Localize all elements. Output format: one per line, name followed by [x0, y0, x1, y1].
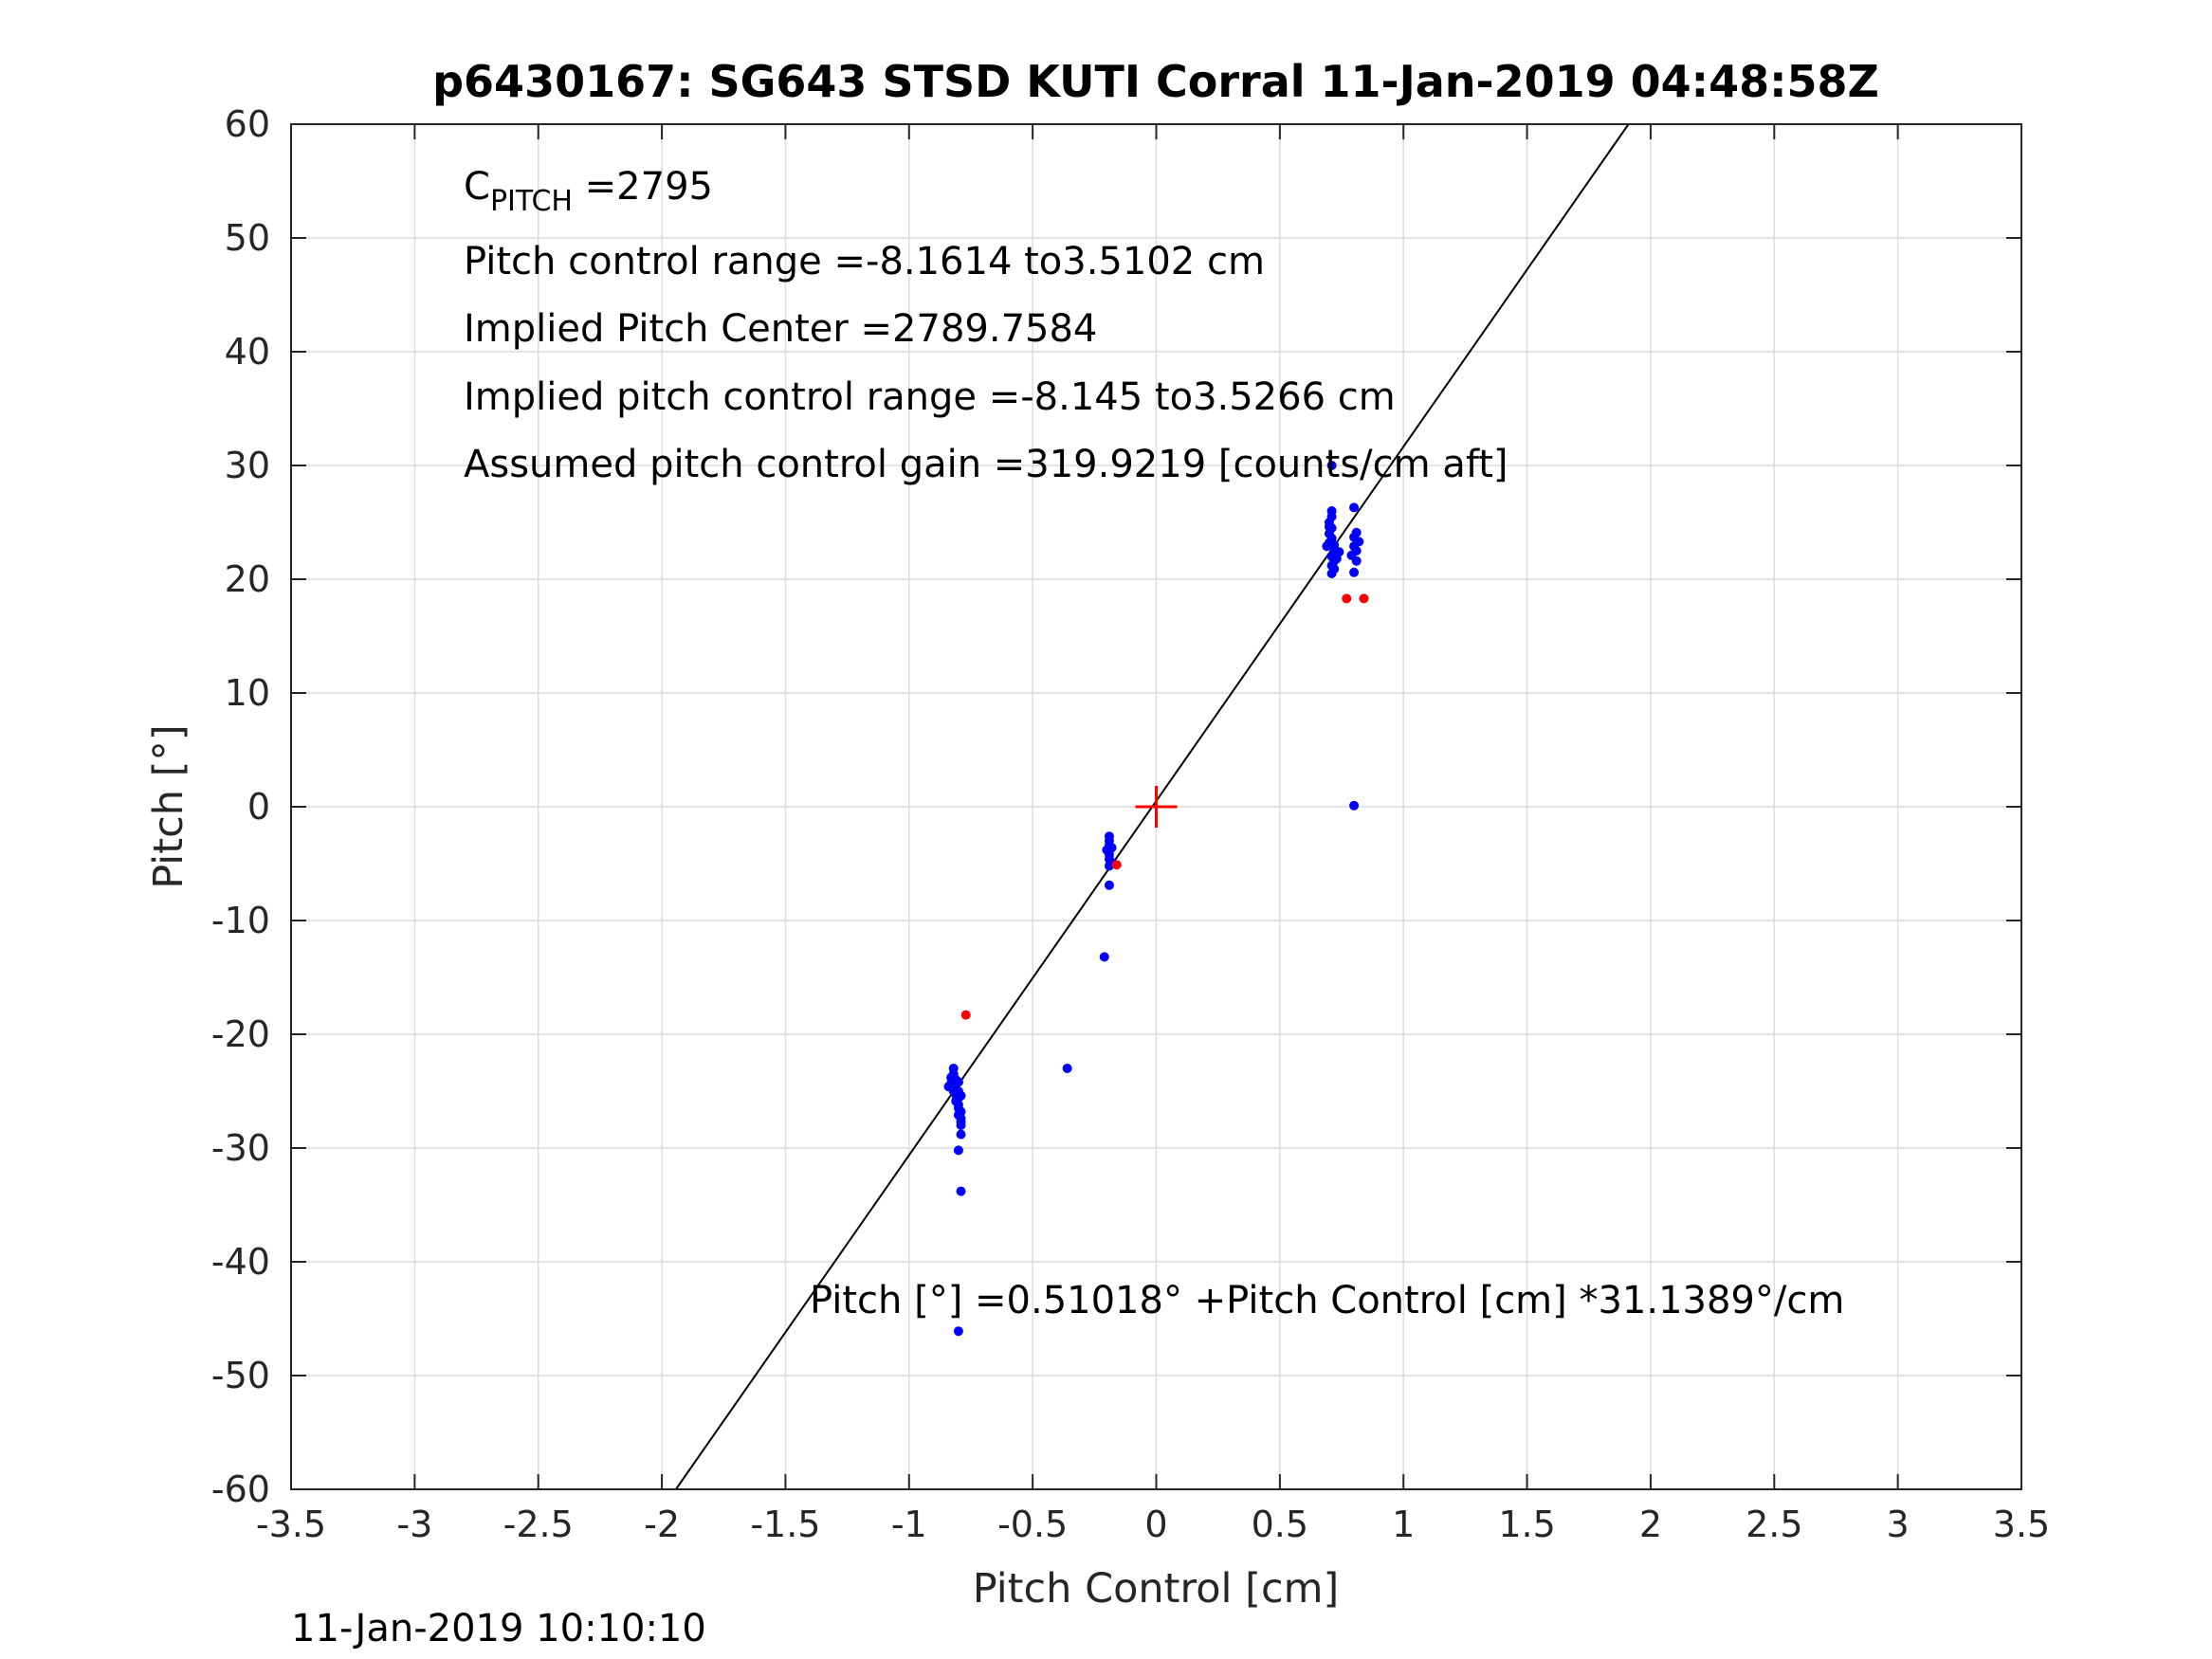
data-point	[953, 1326, 963, 1337]
y-axis-label: Pitch [°]	[145, 724, 192, 888]
fit-equation-annotation: Pitch [°] =0.51018° +Pitch Control [cm] …	[810, 1279, 1844, 1322]
x-tick-label: 1	[1392, 1504, 1415, 1545]
data-point	[956, 1121, 966, 1130]
y-tick-label: -50	[211, 1355, 270, 1396]
data-point	[956, 1186, 966, 1196]
data-point	[1342, 593, 1352, 604]
x-tick-label: 3	[1887, 1504, 1910, 1545]
x-tick-label: 3.5	[1993, 1504, 2050, 1545]
data-point	[1326, 569, 1337, 578]
data-point	[1349, 502, 1360, 513]
data-point	[948, 1086, 959, 1096]
data-points	[943, 461, 1369, 1337]
x-tick-label: 1.5	[1498, 1504, 1555, 1545]
data-point	[946, 1072, 957, 1083]
y-tick-labels: 60 50 40 30 20 10 0 -10 -20 -30 -40 -50 -60	[211, 103, 270, 1510]
x-tick-labels: -3.5 -3 -2.5 -2 -1.5 -1 -0.5 0 0.5 1 1.5 2 2.5 3 3.5	[256, 1504, 2050, 1545]
data-point	[1349, 800, 1360, 811]
data-point	[960, 1010, 971, 1020]
x-tick-label: -1.5	[750, 1504, 820, 1545]
chart-title: p6430167: SG643 STSD KUTI Corral 11-Jan-…	[432, 56, 1879, 107]
y-tick-label: 10	[225, 672, 270, 714]
x-tick-label: -2	[644, 1504, 680, 1545]
data-point	[1104, 861, 1114, 871]
y-tick-label: 0	[247, 786, 270, 828]
x-tick-label: 0	[1144, 1504, 1167, 1545]
x-tick-label: -0.5	[997, 1504, 1068, 1545]
data-point	[1325, 521, 1334, 532]
y-tick-label: 40	[225, 331, 270, 373]
data-point	[1351, 556, 1362, 566]
x-tick-label: 0.5	[1252, 1504, 1308, 1545]
data-point	[1104, 880, 1114, 890]
center-marker-group	[1135, 786, 1178, 828]
y-tick-label: -60	[211, 1468, 270, 1510]
y-tick-label: 20	[225, 558, 270, 600]
c-pitch-main: C	[464, 165, 490, 209]
implied-range-annotation: Implied pitch control range =-8.145 to3.…	[464, 375, 1396, 419]
pitch-gain-annotation: Assumed pitch control gain =319.9219 [co…	[464, 443, 1508, 486]
data-point	[1349, 567, 1360, 577]
data-point	[1099, 952, 1109, 962]
implied-pitch-center-annotation: Implied Pitch Center =2789.7584	[464, 307, 1097, 351]
data-point	[956, 1129, 966, 1139]
x-tick-label: -3	[396, 1504, 432, 1545]
c-pitch-subscript: PITCH	[490, 185, 573, 218]
x-axis-label: Pitch Control [cm]	[973, 1565, 1340, 1613]
y-tick-label: -40	[211, 1241, 270, 1283]
data-point	[953, 1145, 963, 1156]
pitch-control-range-annotation: Pitch control range =-8.1614 to3.5102 cm	[464, 240, 1265, 283]
y-tick-label: 30	[225, 445, 270, 486]
x-tick-label: 2	[1639, 1504, 1662, 1545]
data-point	[1106, 843, 1117, 853]
data-point	[1322, 541, 1332, 552]
y-tick-label: 50	[225, 217, 270, 259]
c-pitch-annotation: CPITCH =2795	[464, 165, 713, 218]
timestamp-footer: 11-Jan-2019 10:10:10	[291, 1607, 706, 1650]
c-pitch-value: =2795	[573, 165, 713, 209]
y-tick-label: -30	[211, 1127, 270, 1169]
data-point	[953, 1077, 963, 1087]
data-point	[1111, 860, 1122, 870]
data-point	[956, 1090, 966, 1101]
data-point	[1326, 461, 1337, 470]
y-tick-label: -10	[211, 900, 270, 941]
x-tick-label: -2.5	[503, 1504, 574, 1545]
tick-marks	[290, 123, 2022, 1490]
x-tick-label: 2.5	[1746, 1504, 1802, 1545]
y-tick-label: -20	[211, 1013, 270, 1055]
x-tick-label: -3.5	[256, 1504, 326, 1545]
data-point	[1329, 540, 1340, 550]
data-point	[1062, 1064, 1072, 1073]
data-point	[1359, 593, 1369, 604]
y-tick-label: 60	[225, 103, 270, 145]
data-point	[1334, 547, 1344, 557]
x-tick-label: -1	[891, 1504, 927, 1545]
